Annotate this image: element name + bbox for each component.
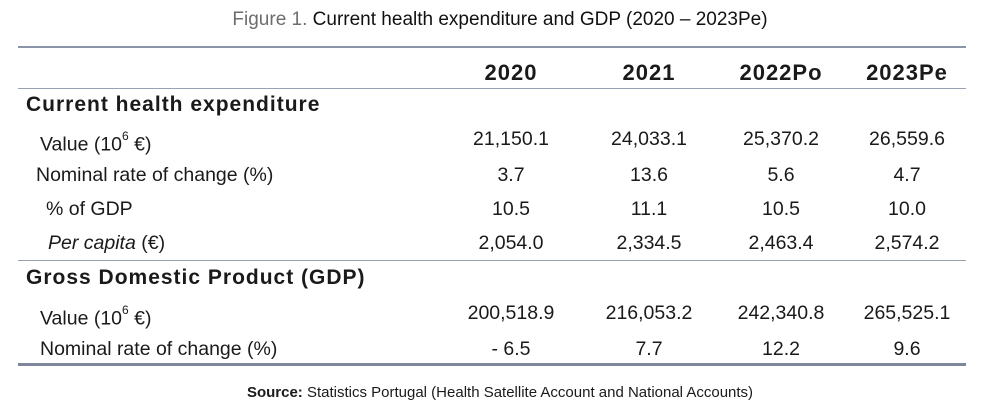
- figure-title: Current health expenditure and GDP (2020…: [312, 9, 768, 30]
- table-cell: 216,053.2: [605, 302, 693, 324]
- table-cell: 5.6: [767, 164, 795, 186]
- column-header-2022po: 2022Po: [739, 60, 823, 85]
- table-cell: 25,370.2: [743, 128, 819, 150]
- table-cell: 242,340.8: [737, 302, 825, 324]
- table-cell: 200,518.9: [467, 302, 555, 324]
- row-label-per-capita: Per capita (€): [48, 232, 166, 254]
- table-cell: 7.7: [635, 338, 663, 360]
- section-title-gdp: Gross Domestic Product (GDP): [26, 266, 366, 289]
- figure-label: Figure 1.: [232, 9, 308, 30]
- figure-caption: Figure 1. Current health expenditure and…: [0, 8, 1000, 32]
- header-divider: [18, 88, 966, 89]
- row-label-nominal-rate: Nominal rate of change (%): [40, 338, 278, 360]
- table-cell: 12.2: [762, 338, 800, 360]
- table-top-rule: [18, 46, 966, 48]
- table-cell: 10.0: [888, 198, 926, 220]
- column-header-2020: 2020: [484, 60, 538, 85]
- table-cell: 4.7: [893, 164, 921, 186]
- row-label-nominal-rate: Nominal rate of change (%): [36, 164, 274, 186]
- section-title-health-expenditure: Current health expenditure: [26, 93, 321, 116]
- column-header-2023pe: 2023Pe: [866, 60, 948, 85]
- row-label-value: Value (106 €): [40, 303, 152, 330]
- table-cell: 2,054.0: [478, 232, 544, 254]
- source-label: Source:: [246, 384, 303, 401]
- table-cell: 11.1: [630, 198, 668, 220]
- table-cell: 13.6: [630, 164, 668, 186]
- column-header-2021: 2021: [622, 60, 676, 85]
- table-cell: - 6.5: [491, 338, 531, 360]
- table-cell: 2,463.4: [748, 232, 814, 254]
- section-divider: [18, 260, 966, 261]
- table-cell: 10.5: [762, 198, 800, 220]
- row-label-percent-gdp: % of GDP: [46, 198, 133, 220]
- source-note: Source: Statistics Portugal (Health Sate…: [0, 384, 1000, 401]
- row-label-value: Value (106 €): [40, 129, 152, 156]
- table-cell: 265,525.1: [863, 302, 951, 324]
- table-cell: 3.7: [497, 164, 525, 186]
- table-cell: 26,559.6: [869, 128, 945, 150]
- table-cell: 24,033.1: [611, 128, 687, 150]
- table-cell: 10.5: [492, 198, 530, 220]
- table-cell: 21,150.1: [473, 128, 549, 150]
- table-cell: 2,574.2: [874, 232, 940, 254]
- source-text: Statistics Portugal (Health Satellite Ac…: [302, 384, 754, 401]
- table-cell: 2,334.5: [616, 232, 682, 254]
- table-bottom-rule: [18, 363, 966, 366]
- table-cell: 9.6: [893, 338, 921, 360]
